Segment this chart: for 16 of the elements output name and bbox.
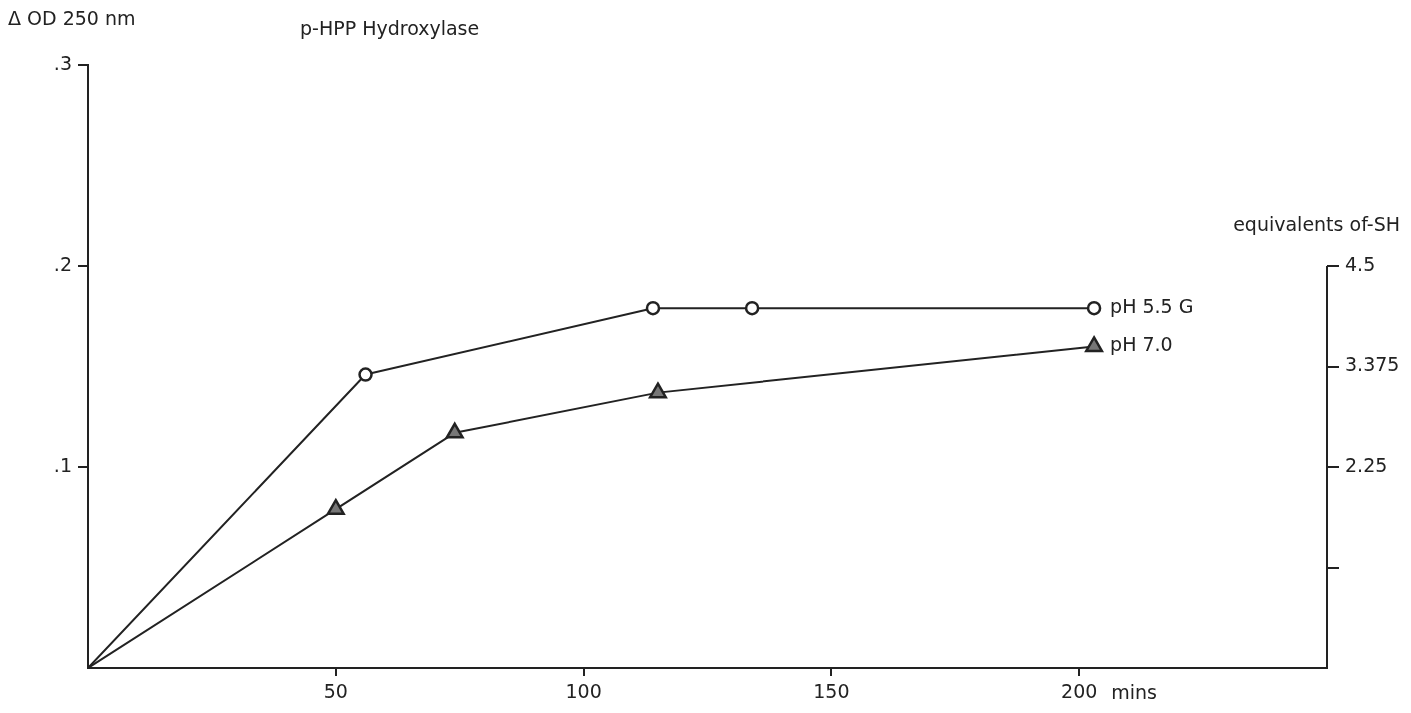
y2-tick-label: 4.5 [1345, 252, 1376, 275]
x-tick-label: 200 [1061, 680, 1098, 703]
y-axis-title: Δ OD 250 nm [8, 6, 136, 29]
x-tick-label: 50 [323, 680, 348, 703]
y-tick-label: .3 [53, 51, 72, 74]
y-tick-label: .1 [53, 453, 72, 476]
y2-tick-label: 2.25 [1345, 453, 1388, 476]
series-label: pH 5.5 G [1110, 295, 1194, 318]
series-label: pH 7.0 [1110, 333, 1173, 356]
y2-axis-title: equivalents of-SH [1233, 212, 1400, 235]
x-axis-title: mins [1111, 680, 1157, 703]
y-tick-label: .2 [53, 252, 72, 275]
chart-title: p-HPP Hydroxylase [300, 16, 480, 39]
x-tick-label: 150 [813, 680, 850, 703]
x-tick-label: 100 [565, 680, 602, 703]
y2-tick-label: 3.375 [1345, 353, 1400, 376]
